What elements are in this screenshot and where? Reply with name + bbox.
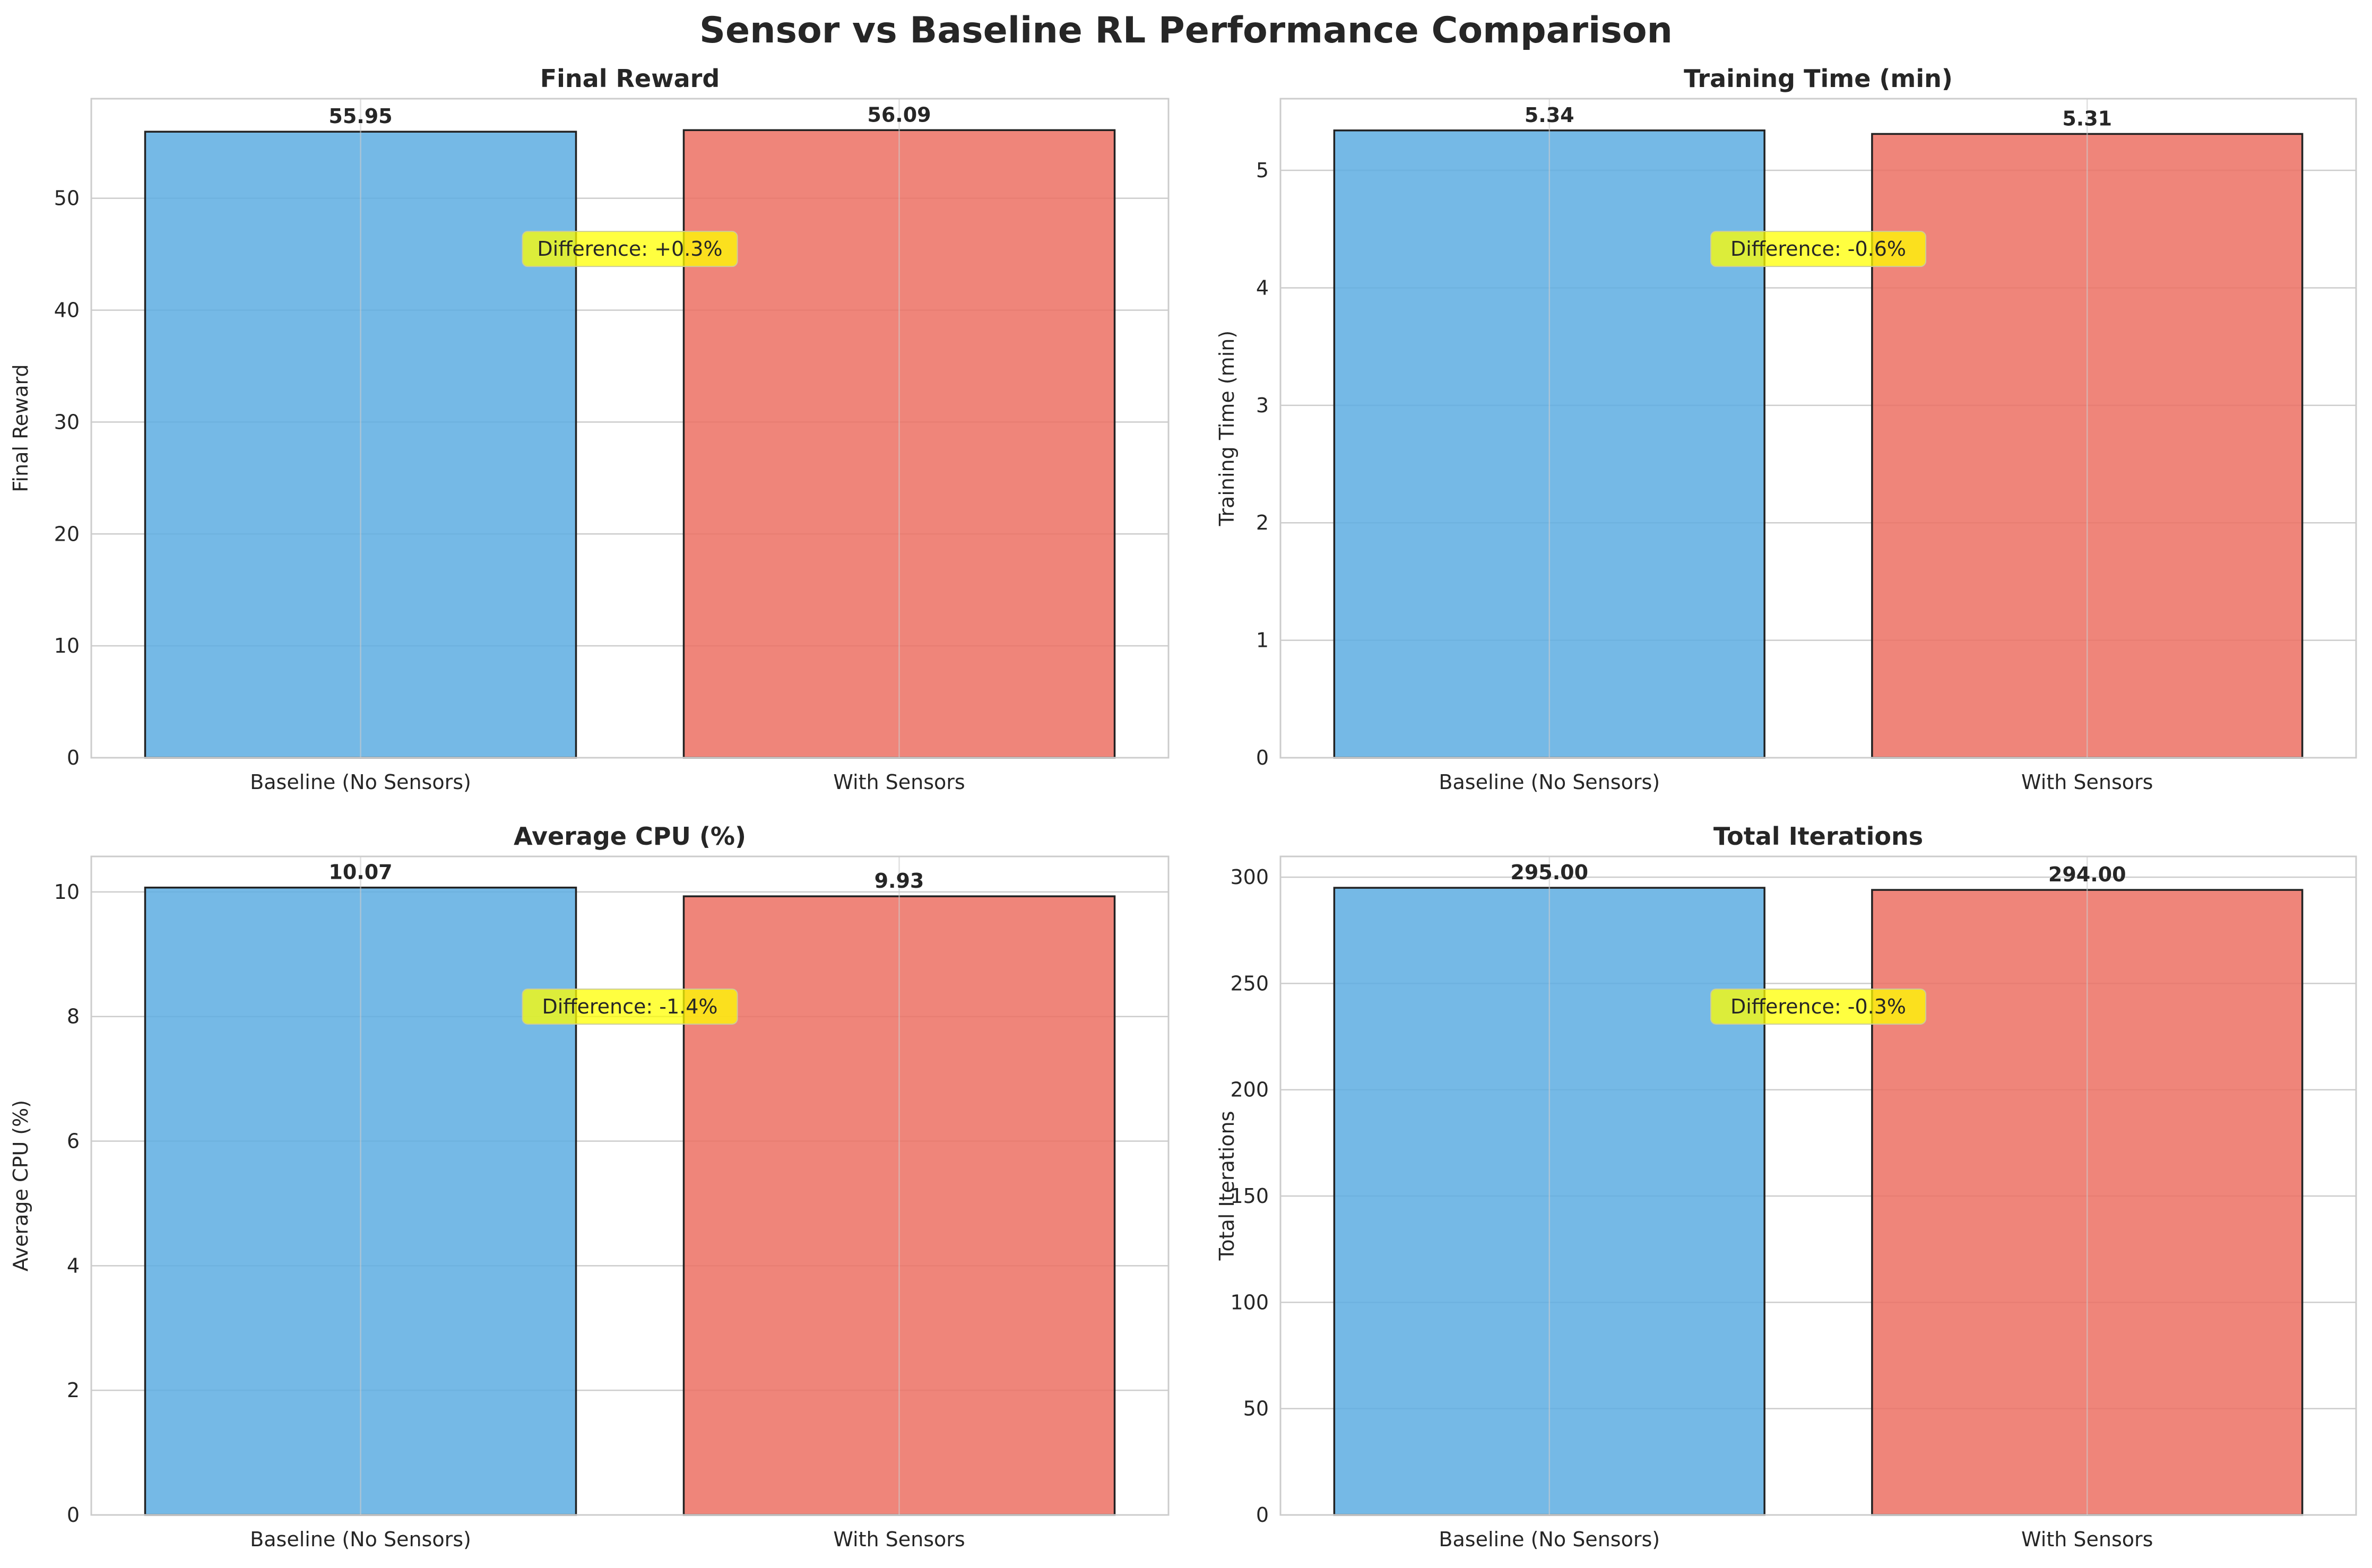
difference-annotation: Difference: -0.3% [1710,988,1926,1025]
annotation-text: Difference: -0.3% [1730,995,1906,1018]
chart-panel-3: 0 2 4 6 8 10 10.07 Baseline (No Sensors) 9.93 Wit… [9,822,1170,1551]
annotation-text: Difference: +0.3% [537,237,722,261]
value-label: 5.31 [2062,107,2112,130]
x-tick-label: Baseline (No Sensors) [250,770,471,794]
chart-panel-1: 0 10 20 30 40 50 55.95 Baseline (No Sensors) 56.… [9,64,1170,794]
y-tick-label: 2 [67,1379,80,1402]
y-tick-label: 50 [54,187,80,210]
x-tick-label: With Sensors [2021,1528,2153,1551]
plot-frame [90,98,1170,759]
difference-annotation: Difference: -1.4% [522,988,738,1025]
y-tick-label: 3 [1256,394,1269,417]
y-tick-label: 0 [67,1503,80,1527]
value-label: 10.07 [328,861,392,884]
y-tick-label: 0 [1256,746,1269,769]
y-tick-label: 2 [1256,511,1269,534]
plot-frame [1279,98,2357,759]
x-tick-label: With Sensors [833,1528,965,1551]
value-label: 55.95 [328,105,392,128]
y-tick-label: 30 [54,410,80,434]
y-tick-label: 4 [1256,276,1269,299]
y-tick-label: 5 [1256,159,1269,182]
panel-title: Total Iterations [1713,822,1923,851]
y-tick-label: 0 [67,746,80,769]
value-label: 295.00 [1510,861,1588,884]
annotation-box [1710,988,1926,1025]
y-tick-label: 20 [54,522,80,545]
y-tick-label: 100 [1230,1290,1269,1314]
x-tick-label: Baseline (No Sensors) [1439,1528,1660,1551]
y-tick-label: 250 [1230,972,1269,995]
difference-annotation: Difference: -0.6% [1710,231,1926,267]
panel-title: Final Reward [540,64,720,93]
y-tick-label: 10 [54,634,80,657]
y-tick-label: 50 [1243,1397,1269,1420]
y-tick-label: 300 [1230,865,1269,889]
panel-title: Training Time (min) [1684,64,1953,93]
y-axis-label: Training Time (min) [1215,331,1239,526]
plot-frame [90,855,1170,1516]
y-tick-label: 40 [54,299,80,322]
chart-panel-4: 0 50 100 150 200 250 300 295.00 Baseline (No Sen… [1215,822,2357,1551]
value-label: 294.00 [2048,863,2126,886]
annotation-box [1710,231,1926,267]
annotation-text: Difference: -1.4% [542,995,717,1018]
x-tick-label: Baseline (No Sensors) [250,1528,471,1551]
plot-frame [1279,855,2357,1516]
annotation-box [522,988,738,1025]
value-label: 56.09 [867,103,931,126]
y-tick-label: 0 [1256,1503,1269,1527]
y-tick-label: 8 [67,1005,80,1028]
y-tick-label: 4 [67,1254,80,1277]
y-tick-label: 200 [1230,1078,1269,1102]
value-label: 9.93 [875,869,924,893]
y-tick-label: 10 [54,880,80,904]
annotation-text: Difference: -0.6% [1730,237,1906,261]
panel-title: Average CPU (%) [514,822,746,851]
x-tick-label: Baseline (No Sensors) [1439,770,1660,794]
x-tick-label: With Sensors [2021,770,2153,794]
chart-panel-2: 0 1 2 3 4 5 5.34 Baseline (No Sensors) 5.31 With … [1215,64,2357,794]
y-tick-label: 1 [1256,629,1269,652]
difference-annotation: Difference: +0.3% [522,231,738,267]
y-axis-label: Final Reward [9,364,32,492]
x-tick-label: With Sensors [833,770,965,794]
value-label: 5.34 [1525,103,1574,127]
y-tick-label: 6 [67,1130,80,1153]
figure-title: Sensor vs Baseline RL Performance Compar… [699,10,1673,51]
annotation-box [522,231,738,267]
y-axis-label: Average CPU (%) [9,1100,32,1271]
y-axis-label: Total Iterations [1215,1111,1239,1261]
y-tick-label: 150 [1230,1184,1269,1208]
